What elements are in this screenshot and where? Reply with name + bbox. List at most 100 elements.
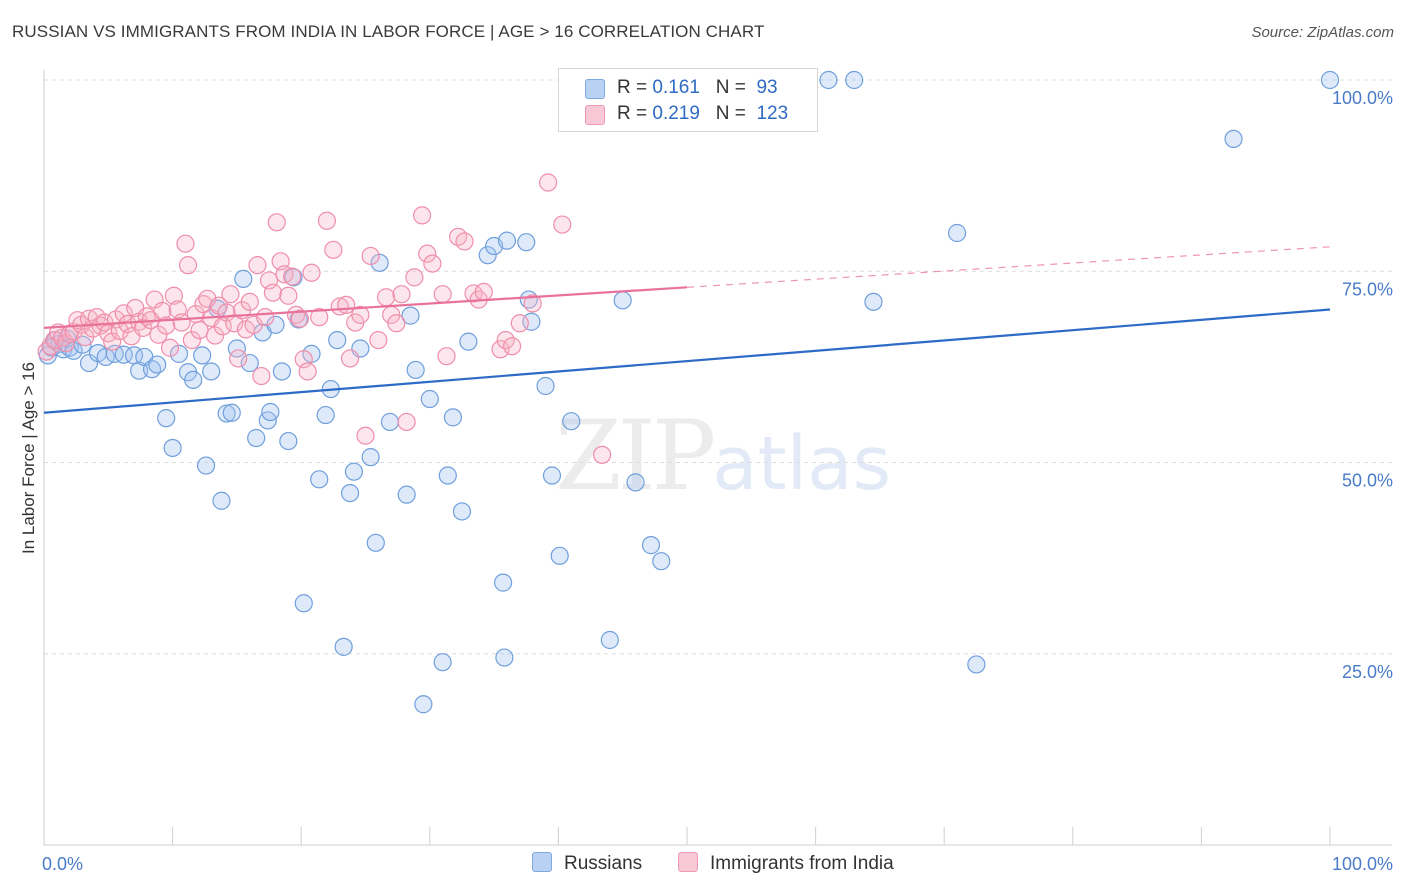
russians-point-79 [600,630,619,650]
russians-point-64 [443,408,463,427]
russians-point-69 [494,573,513,592]
russians-point-50 [340,484,360,503]
india-point-25 [133,318,153,337]
russians-point-21 [169,344,189,363]
india-point-56 [252,366,271,386]
watermark-zip: ZIP [555,400,716,512]
axes [43,70,1392,846]
india-point-71 [317,211,337,230]
legend-stats-russians: R = 0.161 N = 93 [617,77,778,99]
india-point-37 [178,256,198,275]
russians-point-81 [626,473,645,492]
india-trend-line-dashed [686,246,1331,288]
russians-point-54 [366,533,385,552]
russians-point-74 [522,312,541,331]
watermark-atlas: atlas [712,421,892,507]
russians-point-76 [542,466,562,485]
stats-legend: R = 0.161 N = 93 R = 0.219 N = 123 [558,68,818,132]
russians-point-88 [947,223,967,243]
russians-point-85 [819,70,838,90]
tick-labels: 25.0% 50.0% 75.0% 100.0% 0.0% 100.0% In Labor … [19,88,1393,874]
legend-r-value-russians: 0.161 [652,77,700,98]
india-point-78 [356,426,375,445]
legend-n-value-india: 123 [756,103,789,124]
russians-point-28 [212,491,231,510]
india-point-46 [213,317,232,336]
russians-point-20 [163,438,182,458]
india-point-57 [256,308,275,327]
india-point-73 [330,297,349,316]
russians-point-53 [361,448,380,467]
russians-point-62 [433,653,452,672]
russians-point-23 [184,370,203,389]
india-point-97 [491,340,510,359]
india-point-75 [340,349,360,368]
watermark: ZIPatlas [555,400,891,512]
russians-point-65 [452,502,472,521]
legend-n-label-russians: N = [715,77,746,98]
india-point-99 [503,337,522,356]
russians-point-32 [234,269,253,288]
india-point-11 [79,309,99,328]
india-point-93 [455,232,474,251]
russians-point-78 [562,412,581,431]
russians-point-33 [240,353,259,373]
russians-point-13 [114,345,133,364]
russians-point-71 [497,231,517,250]
russians-point-89 [967,655,986,674]
russians-point-63 [438,466,457,485]
russians-point-7 [64,341,83,360]
india-point-88 [418,244,437,263]
india-point-100 [510,314,529,333]
india-point-92 [448,227,468,246]
india-point-104 [593,445,612,464]
russians-point-19 [157,409,176,428]
source-label: Source: ZipAtlas.com [1251,24,1394,41]
legend-r-label-india: R = [617,103,648,124]
y-tick-label-50: 50.0% [1342,471,1393,491]
india-point-89 [423,254,442,273]
india-point-84 [392,285,411,304]
russians-point-72 [517,233,536,252]
russians-points [38,70,1340,714]
india-point-55 [248,256,267,275]
russians-point-26 [202,362,221,381]
legend-swatch-india [585,105,605,125]
russians-point-48 [328,331,347,350]
india-point-68 [298,362,317,381]
india-point-64 [283,267,302,286]
legend-item-india: Immigrants from India [678,852,894,875]
india-point-70 [310,308,329,327]
india-point-83 [387,314,406,333]
legend-swatch-india-bottom [678,852,698,872]
russians-point-82 [641,536,661,555]
russians-point-75 [536,376,555,396]
india-point-50 [229,349,248,368]
russians-point-25 [196,456,216,475]
india-point-81 [376,288,396,307]
india-point-69 [302,263,321,282]
india-point-85 [397,412,416,432]
india-point-59 [263,283,283,302]
russians-point-45 [310,470,329,489]
india-point-80 [369,331,388,350]
russians-point-91 [1320,70,1340,90]
india-point-86 [405,268,424,287]
india-point-63 [279,286,298,305]
russians-point-43 [294,594,313,613]
russians-point-61 [420,389,439,409]
russians-point-39 [272,362,292,381]
india-point-44 [205,326,225,345]
russians-point-51 [344,462,364,481]
russians-point-58 [401,306,420,325]
russians-point-18 [148,355,167,374]
russians-point-87 [864,292,883,311]
russians-point-24 [193,346,212,365]
russians-point-70 [495,648,514,667]
india-point-91 [437,347,456,366]
x-tick-label-max: 100.0% [1332,854,1393,874]
india-point-96 [474,282,493,302]
russians-point-83 [652,552,671,571]
russians-point-56 [380,412,400,432]
